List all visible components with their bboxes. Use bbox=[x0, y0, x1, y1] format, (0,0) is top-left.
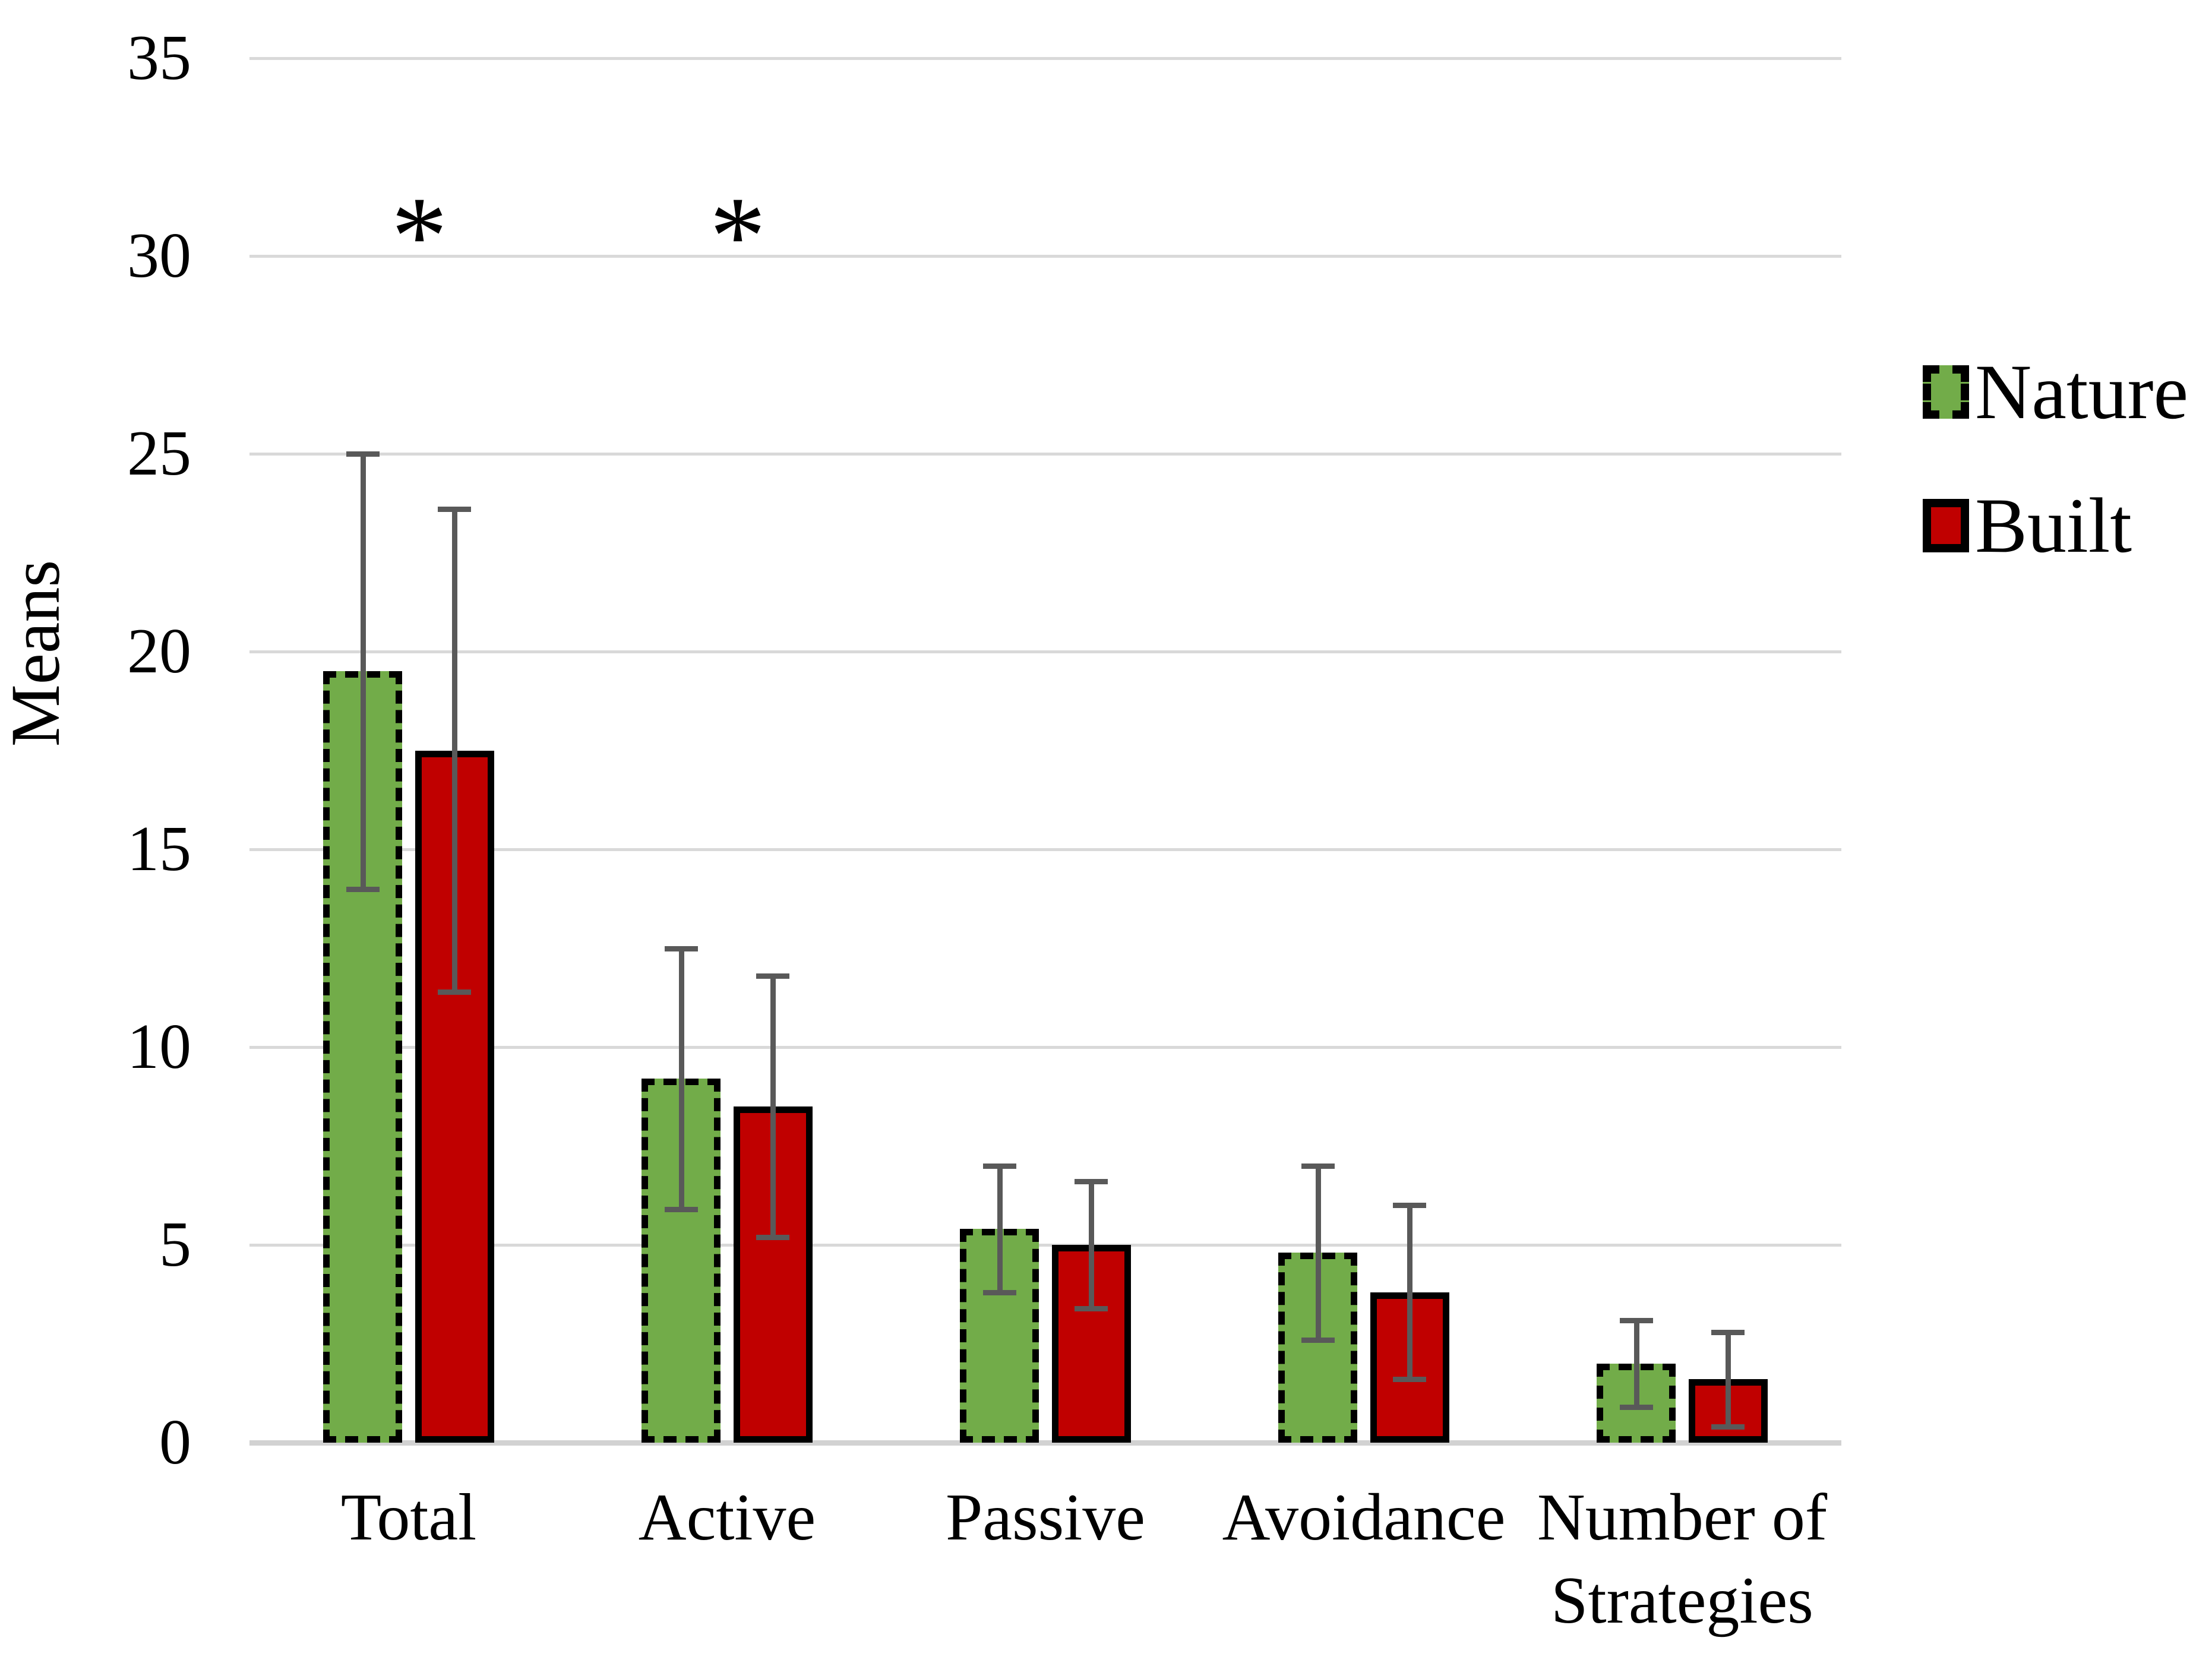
error-cap-high-built-3 bbox=[1393, 1203, 1426, 1209]
bar-nature-total bbox=[323, 671, 402, 1443]
error-bar-nature-4 bbox=[1634, 1320, 1639, 1408]
x-axis-line bbox=[249, 1440, 1841, 1446]
error-cap-high-built-1 bbox=[756, 973, 789, 979]
error-cap-low-built-0 bbox=[438, 989, 471, 995]
nature-legend-swatch-icon bbox=[1923, 365, 1969, 419]
x-axis-label-active: Active bbox=[638, 1481, 816, 1554]
x-axis-label-passive: Passive bbox=[946, 1481, 1145, 1554]
x-axis-label-avoidance: Avoidance bbox=[1222, 1481, 1506, 1554]
error-bar-built-2 bbox=[1089, 1181, 1094, 1308]
significance-asterisk-active: * bbox=[709, 174, 766, 299]
y-tick-label-15: 15 bbox=[127, 814, 191, 884]
error-bar-nature-3 bbox=[1316, 1165, 1321, 1340]
significance-asterisk-total: * bbox=[391, 174, 448, 299]
x-axis-label-total: Total bbox=[340, 1481, 477, 1554]
y-tick-label-0: 0 bbox=[159, 1407, 191, 1478]
y-tick-label-10: 10 bbox=[127, 1011, 191, 1082]
legend-label-built: Built bbox=[1975, 482, 2132, 569]
error-cap-high-built-4 bbox=[1711, 1329, 1745, 1335]
error-cap-high-built-2 bbox=[1075, 1179, 1108, 1185]
error-cap-low-built-4 bbox=[1711, 1424, 1745, 1430]
error-cap-low-nature-2 bbox=[983, 1289, 1016, 1295]
error-cap-low-built-3 bbox=[1393, 1377, 1426, 1383]
error-bar-built-3 bbox=[1407, 1205, 1412, 1380]
error-bar-nature-1 bbox=[679, 948, 684, 1210]
gridline-y-15 bbox=[249, 848, 1841, 851]
legend-label-nature: Nature bbox=[1975, 348, 2189, 435]
y-tick-label-30: 30 bbox=[127, 220, 191, 291]
error-cap-low-nature-1 bbox=[665, 1207, 698, 1213]
built-legend-swatch-icon bbox=[1923, 499, 1969, 552]
error-bar-built-0 bbox=[452, 509, 457, 992]
y-tick-label-5: 5 bbox=[159, 1209, 191, 1280]
gridline-y-10 bbox=[249, 1046, 1841, 1049]
error-bar-nature-0 bbox=[361, 454, 366, 889]
error-cap-high-nature-0 bbox=[346, 451, 380, 457]
bar-built-avoidance bbox=[1370, 1292, 1449, 1443]
error-cap-high-nature-4 bbox=[1620, 1317, 1653, 1323]
error-bar-built-1 bbox=[770, 976, 776, 1237]
y-tick-label-25: 25 bbox=[127, 418, 191, 489]
gridline-y-5 bbox=[249, 1244, 1841, 1247]
error-cap-low-built-1 bbox=[756, 1234, 789, 1240]
error-cap-high-nature-2 bbox=[983, 1163, 1016, 1169]
gridline-y-35 bbox=[249, 57, 1841, 60]
error-cap-high-nature-3 bbox=[1301, 1163, 1335, 1169]
gridline-y-20 bbox=[249, 650, 1841, 653]
y-tick-label-20: 20 bbox=[127, 616, 191, 687]
y-tick-label-35: 35 bbox=[127, 23, 191, 93]
error-bar-built-4 bbox=[1726, 1332, 1731, 1427]
error-cap-high-built-0 bbox=[438, 507, 471, 513]
error-bar-nature-2 bbox=[997, 1165, 1003, 1292]
error-cap-low-built-2 bbox=[1075, 1305, 1108, 1311]
x-axis-label-number-of-strategies: Number of Strategies bbox=[1537, 1481, 1828, 1637]
error-cap-low-nature-0 bbox=[346, 886, 380, 892]
gridline-y-30 bbox=[249, 255, 1841, 258]
gridline-y-25 bbox=[249, 453, 1841, 456]
error-cap-low-nature-4 bbox=[1620, 1405, 1653, 1411]
error-cap-high-nature-1 bbox=[665, 946, 698, 951]
error-cap-low-nature-3 bbox=[1301, 1337, 1335, 1343]
